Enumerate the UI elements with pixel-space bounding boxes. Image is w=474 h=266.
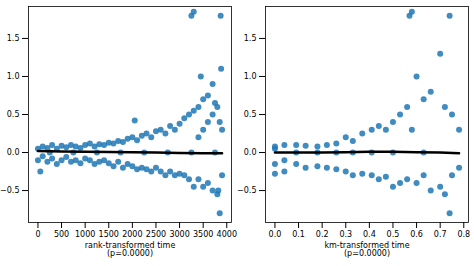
- svg-text:−0.5: −0.5: [237, 186, 256, 195]
- svg-text:−0.5: −0.5: [0, 186, 19, 195]
- svg-text:0.2: 0.2: [316, 230, 329, 239]
- svg-text:3500: 3500: [193, 230, 213, 239]
- svg-text:0.5: 0.5: [7, 110, 20, 119]
- svg-text:1.0: 1.0: [7, 72, 20, 81]
- svg-text:0.3: 0.3: [339, 230, 352, 239]
- svg-text:1.5: 1.5: [7, 34, 20, 43]
- svg-text:1000: 1000: [75, 230, 95, 239]
- svg-text:4000: 4000: [217, 230, 237, 239]
- svg-text:0.7: 0.7: [434, 230, 447, 239]
- svg-text:0.8: 0.8: [457, 230, 470, 239]
- svg-text:0.0: 0.0: [269, 230, 282, 239]
- svg-text:0.4: 0.4: [363, 230, 376, 239]
- svg-text:2000: 2000: [122, 230, 142, 239]
- svg-text:0.5: 0.5: [244, 110, 257, 119]
- svg-text:km-transformed time(p=0.0000): km-transformed time(p=0.0000): [324, 241, 409, 258]
- svg-text:0.0: 0.0: [7, 148, 20, 157]
- svg-text:1.0: 1.0: [244, 72, 257, 81]
- svg-text:1500: 1500: [99, 230, 119, 239]
- svg-text:500: 500: [54, 230, 69, 239]
- svg-text:0: 0: [35, 230, 40, 239]
- svg-text:0.1: 0.1: [292, 230, 305, 239]
- svg-text:0.6: 0.6: [410, 230, 423, 239]
- svg-text:2500: 2500: [146, 230, 166, 239]
- svg-text:0.0: 0.0: [244, 148, 257, 157]
- svg-text:1.5: 1.5: [244, 34, 257, 43]
- svg-text:rank-transformed time(p=0.0000: rank-transformed time(p=0.0000): [85, 241, 176, 258]
- svg-text:3000: 3000: [169, 230, 189, 239]
- svg-text:0.5: 0.5: [387, 230, 400, 239]
